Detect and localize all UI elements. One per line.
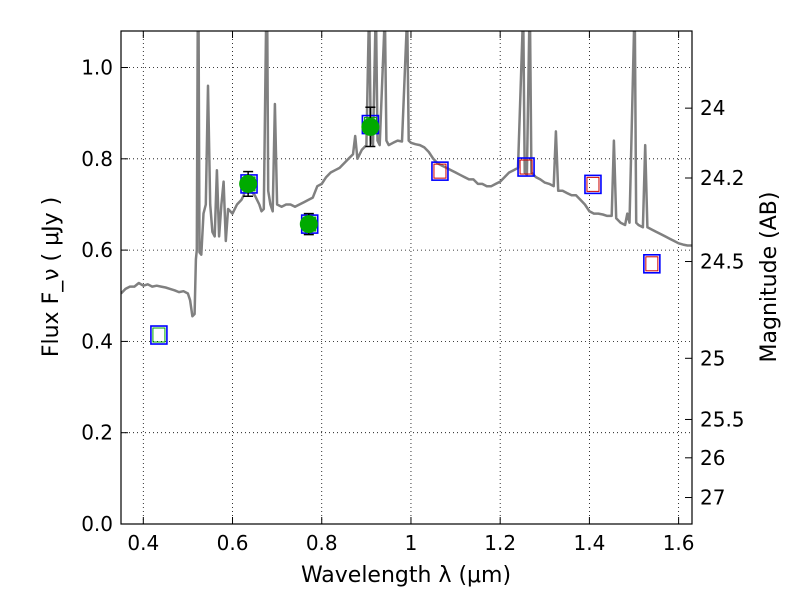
photometry-square [431, 161, 449, 181]
photometry-inner-square [152, 327, 166, 343]
photometry-square [584, 174, 602, 195]
photometry-inner-square [519, 159, 533, 175]
x-tick-label: 1 [405, 531, 418, 555]
data-point [361, 117, 380, 136]
y-tick-label: 0.0 [81, 512, 113, 536]
y-tick-label: 0.4 [81, 329, 113, 353]
y-tick-label: 1.0 [81, 56, 113, 80]
photometry-square [643, 254, 661, 274]
y-tick-label: 0.2 [81, 421, 113, 445]
plot-area [121, 31, 692, 345]
right-tick-label: 27 [700, 486, 725, 510]
x-axis-ticks: 0.4 0.6 0.8 1 1.2 1.4 1.6 [127, 31, 695, 555]
photometry-inner-square [645, 256, 659, 272]
photometry-square [150, 325, 168, 345]
photometry-inner-square [433, 163, 447, 179]
x-tick-label: 1.2 [484, 531, 516, 555]
y-tick-label: 0.8 [81, 147, 113, 171]
x-tick-label: 1.6 [663, 531, 695, 555]
y-axis-ticks: 0.0 0.2 0.4 0.6 0.8 1.0 [81, 56, 128, 536]
x-tick-label: 1.4 [573, 531, 605, 555]
y-axis-label: Flux F_ν ( μJy ) [39, 197, 64, 357]
right-tick-label: 24.2 [700, 166, 745, 190]
plot-frame [120, 30, 693, 525]
right-tick-label: 24.5 [700, 250, 745, 274]
right-axis-ticks: 24 24.2 24.5 25 25.5 26 27 [685, 96, 745, 510]
x-tick-label: 0.4 [127, 531, 159, 555]
data-point [299, 215, 318, 234]
right-tick-label: 25.5 [700, 407, 745, 431]
photometry-square [517, 157, 535, 177]
right-tick-label: 25 [700, 346, 725, 370]
data-point [239, 174, 258, 193]
right-tick-label: 26 [700, 446, 725, 470]
x-tick-label: 0.6 [217, 531, 249, 555]
spectrum-line [121, 31, 692, 318]
plot-layer [121, 31, 692, 345]
x-axis-label: Wavelength λ (μm) [301, 563, 511, 588]
right-axis-label: Magnitude (AB) [757, 192, 782, 363]
x-tick-label: 0.8 [306, 531, 338, 555]
right-tick-label: 24 [700, 96, 725, 120]
y-tick-label: 0.6 [81, 238, 113, 262]
photometry-inner-square [586, 176, 600, 192]
